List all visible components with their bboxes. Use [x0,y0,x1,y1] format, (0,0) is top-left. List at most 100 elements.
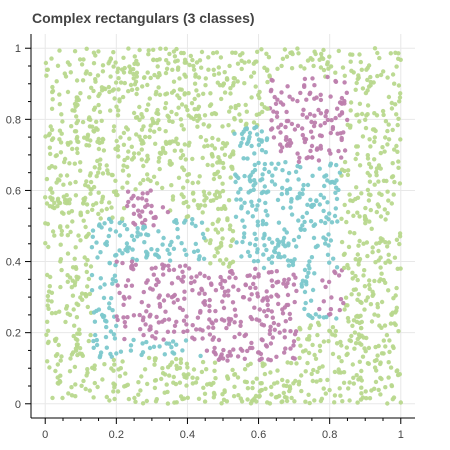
data-point [163,129,168,134]
data-point [66,142,71,147]
data-point [394,64,399,69]
data-point [67,62,72,67]
data-point [232,384,237,389]
data-point [214,50,220,55]
data-point [386,137,392,142]
data-point [70,293,76,298]
data-point [57,48,62,53]
data-point [242,356,247,361]
data-point [169,281,175,286]
data-point [263,343,269,348]
data-point [136,208,141,213]
data-point [146,355,152,361]
data-point [154,330,159,335]
data-point [363,117,368,123]
data-point [152,358,158,363]
data-point [48,124,53,129]
data-point [88,264,94,269]
data-point [165,293,171,298]
data-point [382,323,388,328]
data-point [265,189,271,194]
data-point [357,101,363,107]
data-point [321,299,326,304]
data-point [49,127,55,132]
data-point [342,251,347,256]
data-point [224,257,229,262]
data-point [145,381,150,387]
data-point [262,309,267,314]
data-point [397,99,402,104]
data-point [59,228,65,234]
data-point [383,344,388,349]
data-point [267,73,272,78]
data-point [302,136,307,141]
data-point [367,286,372,292]
data-point [364,240,370,245]
data-point [49,106,55,112]
data-point [262,166,267,172]
data-point [84,69,89,74]
data-point [170,339,176,344]
data-point [311,367,316,373]
data-point [147,327,152,332]
data-point [107,301,112,306]
data-point [186,266,192,271]
data-point [345,315,351,321]
data-point [181,372,186,377]
data-point [207,308,212,314]
data-point [342,307,347,312]
data-point [347,398,352,403]
data-point [56,200,62,205]
data-point [353,287,358,292]
data-point [357,163,363,168]
data-point [381,338,386,343]
data-point [91,61,97,66]
data-point [191,190,196,195]
data-point [156,320,161,325]
data-point [194,274,199,279]
data-point [217,194,222,199]
data-point [239,254,244,259]
data-point [170,194,176,199]
data-point [111,368,116,373]
data-point [278,100,283,105]
data-point [376,179,381,184]
data-point [319,51,324,57]
data-point [303,300,308,306]
data-point [339,137,344,143]
data-point [69,393,75,398]
data-point [302,306,307,312]
data-point [228,223,233,228]
data-point [316,107,321,113]
data-point [348,100,354,105]
data-point [181,185,186,190]
data-point [212,368,217,373]
data-point [165,329,171,334]
data-point [377,240,382,245]
data-point [43,134,48,139]
data-point [118,349,124,354]
data-point [219,401,224,406]
data-point [247,297,252,302]
data-point [391,345,396,351]
data-point [292,299,297,305]
data-point [211,390,217,396]
data-point [97,91,102,97]
data-point [310,57,315,62]
data-point [312,398,317,403]
data-point [166,263,171,268]
data-point [64,304,70,309]
data-point [373,260,378,265]
data-point [131,110,137,116]
data-point [232,320,237,325]
data-point [267,236,272,241]
data-point [390,72,396,77]
data-point [91,184,97,190]
data-point [366,198,372,203]
data-point [74,136,79,141]
data-point [357,214,362,219]
data-point [202,399,208,404]
data-point [131,151,137,156]
data-point [199,49,205,55]
data-point [284,135,289,140]
